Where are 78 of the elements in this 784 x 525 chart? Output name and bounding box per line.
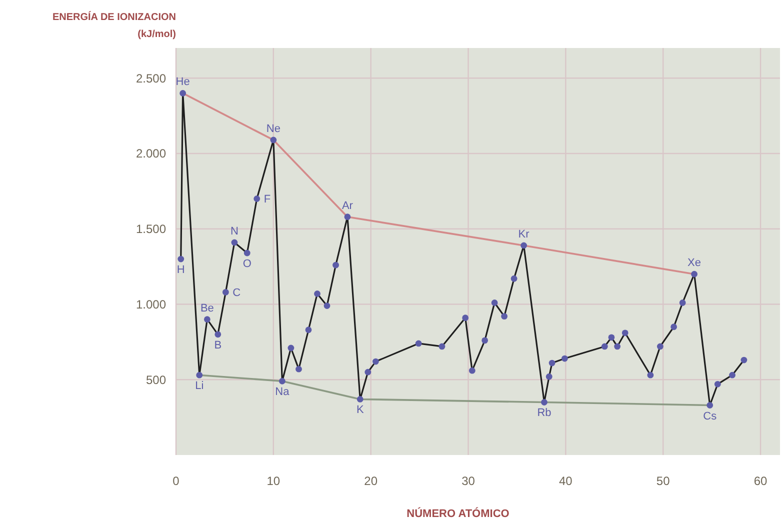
point (344, 214, 351, 220)
annotation: K (356, 404, 364, 416)
x-axis-title: NÚMERO ATÓMICO (406, 507, 510, 520)
y-tick-label: 500 (146, 372, 166, 387)
y-tick-label: 1.500 (136, 222, 166, 236)
annotation: Ne (266, 122, 280, 135)
point (214, 331, 222, 338)
point (372, 358, 379, 365)
annotation: Li (195, 380, 204, 392)
point (305, 326, 312, 334)
point (254, 196, 260, 202)
annotation: Xe (688, 257, 702, 270)
point (204, 316, 210, 323)
point (332, 262, 339, 268)
x-tick-label: 60 (754, 474, 768, 488)
annotation: B (214, 339, 222, 352)
point (222, 289, 229, 296)
point (356, 396, 364, 402)
y-tick-label: 2.000 (136, 146, 166, 161)
point (714, 380, 721, 388)
point (324, 302, 330, 309)
y-tick-label: 1.000 (136, 297, 166, 312)
point (364, 368, 372, 376)
point (622, 330, 628, 336)
point (562, 355, 568, 362)
point (656, 343, 664, 350)
point (178, 256, 184, 262)
x-tick-label: 10 (266, 474, 280, 488)
annotation: Cs (703, 410, 718, 422)
annotation: F (264, 194, 271, 206)
point (614, 343, 621, 350)
y-axis-title: ENERGÍA DE IONIZACION (kJ/mol) (52, 11, 176, 40)
point (548, 360, 556, 366)
x-tick-label: 0 (172, 474, 180, 488)
point (270, 136, 277, 144)
point (691, 270, 698, 278)
point (740, 356, 748, 364)
point (601, 343, 608, 350)
annotation: H (176, 264, 185, 276)
point (196, 372, 203, 378)
point (482, 337, 488, 344)
annotation: Ar (342, 200, 354, 212)
point (296, 366, 302, 372)
point (288, 344, 294, 352)
point (180, 90, 186, 96)
point (520, 242, 527, 249)
point (679, 300, 686, 306)
annotation: He (176, 76, 190, 88)
annotation: C (232, 287, 241, 300)
point (244, 250, 250, 256)
point (468, 367, 476, 374)
annotation: Kr (518, 228, 530, 240)
point (729, 372, 736, 378)
point (462, 314, 469, 322)
point (510, 275, 518, 282)
point (438, 343, 446, 350)
point (231, 239, 238, 246)
annotation: N (230, 225, 238, 238)
x-tick-label: 40 (559, 474, 573, 488)
annotation: Rb (537, 407, 552, 420)
y-tick-label: 2.500 (136, 71, 166, 86)
annotation: Na (275, 386, 290, 398)
point (608, 334, 615, 341)
x-tick-label: 50 (656, 474, 670, 488)
point (491, 300, 498, 306)
point (546, 373, 552, 380)
point (278, 378, 286, 384)
point (647, 372, 654, 378)
point (541, 399, 548, 406)
point (314, 290, 320, 297)
annotation: Be (200, 302, 214, 314)
x-tick-label: 20 (364, 474, 378, 488)
x-tick-label: 30 (462, 474, 476, 488)
point (501, 313, 508, 320)
annotation: O (242, 258, 252, 270)
point (706, 402, 714, 408)
point (415, 340, 422, 347)
point (670, 324, 678, 330)
